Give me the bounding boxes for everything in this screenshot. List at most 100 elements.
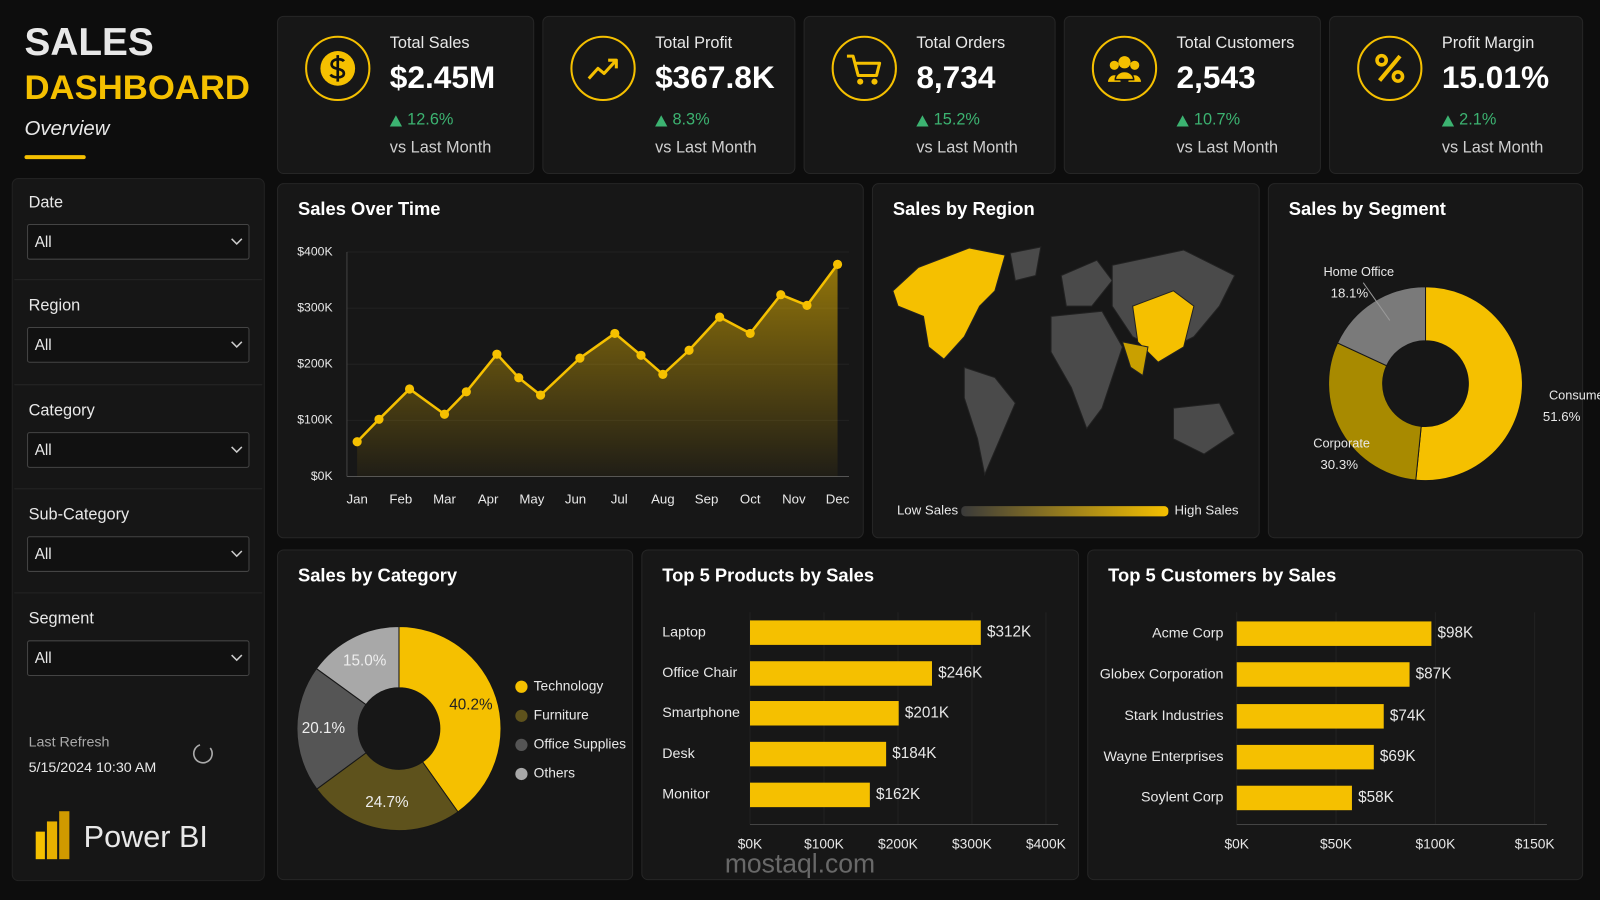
map-region	[1009, 246, 1042, 282]
chevron	[231, 654, 243, 662]
kpi-value: 15.01%	[1442, 59, 1549, 95]
x-tick-label: $150K	[1515, 837, 1556, 852]
x-tick-label: $400K	[1026, 837, 1067, 852]
legend-label: Others	[534, 766, 575, 781]
slice-label: 51.6%	[1543, 409, 1581, 424]
slice-name: Corporate	[1313, 435, 1370, 450]
x-tick-label: Feb	[389, 492, 412, 507]
filter-label: Date	[29, 193, 63, 211]
x-tick-label: Apr	[478, 492, 499, 507]
refresh-value: 5/15/2024 10:30 AM	[29, 760, 157, 776]
up-arrow	[1441, 115, 1455, 127]
kpi-note: vs Last Month	[1177, 138, 1279, 156]
chart-title: Sales by Category	[298, 564, 458, 585]
dropdown[interactable]	[27, 536, 250, 572]
y-tick-label: $100K	[297, 413, 333, 427]
icon-ring	[570, 35, 636, 102]
underline	[24, 155, 86, 160]
donut-slice	[398, 626, 502, 813]
up-arrow	[389, 115, 403, 127]
value-label: $246K	[938, 665, 983, 682]
slice-name: Consumer	[1549, 387, 1600, 402]
x-tick-label: Aug	[651, 492, 675, 507]
x-tick-label: Sep	[695, 492, 719, 507]
watermark: mostaql.com	[725, 848, 875, 878]
icon-ring	[305, 35, 371, 102]
value-label: $58K	[1358, 789, 1395, 806]
icon	[1378, 54, 1402, 82]
icon-ring	[1091, 35, 1158, 102]
logo	[59, 811, 70, 860]
kpi-value: 2,543	[1177, 59, 1256, 95]
icon	[846, 54, 882, 78]
icon	[1391, 70, 1405, 83]
kpi-value: $367.8K	[655, 59, 775, 95]
dropdown[interactable]	[27, 223, 250, 260]
donut-slice	[296, 667, 367, 790]
logo	[46, 821, 58, 860]
dropdown-value: All	[35, 650, 52, 667]
icon	[857, 78, 864, 85]
refresh-label: Last Refresh	[29, 735, 110, 751]
bar	[1236, 621, 1432, 646]
category-label: Acme Corp	[1152, 625, 1223, 641]
icon	[587, 58, 618, 80]
dropdown-value: All	[35, 442, 52, 459]
map-region	[1132, 290, 1195, 363]
category-label: Stark Industries	[1124, 708, 1223, 724]
x-tick-label: $0K	[1224, 837, 1249, 852]
y-tick-label: $300K	[297, 300, 333, 314]
icon	[1109, 60, 1119, 70]
slice-name: Home Office	[1323, 264, 1394, 279]
bar	[750, 701, 899, 726]
x-tick-label: $100K	[804, 837, 845, 852]
icon	[1375, 53, 1389, 67]
donut-slice	[1328, 342, 1422, 481]
kpi-note: vs Last Month	[655, 138, 757, 156]
legend-swatch	[515, 738, 528, 752]
chevron	[231, 341, 243, 349]
category-label: Laptop	[662, 624, 706, 640]
y-tick-label: $200K	[297, 357, 333, 371]
panel	[1267, 183, 1584, 539]
dropdown[interactable]	[27, 327, 250, 363]
refresh-icon[interactable]	[192, 744, 213, 764]
point	[776, 290, 786, 300]
kpi-change: 12.6%	[407, 111, 453, 129]
category-label: Wayne Enterprises	[1103, 749, 1223, 765]
title: SALES	[24, 21, 153, 64]
bar	[1236, 704, 1384, 729]
chevron	[231, 446, 243, 454]
dropdown[interactable]	[27, 640, 250, 677]
title: DASHBOARD	[24, 69, 249, 107]
icon	[1375, 53, 1405, 83]
value-label: $87K	[1416, 666, 1453, 683]
legend-label: Office Supplies	[534, 737, 626, 752]
icon	[1130, 60, 1140, 70]
legend-swatch	[515, 680, 528, 693]
chart-title: Top 5 Customers by Sales	[1108, 564, 1336, 585]
icon	[320, 51, 356, 86]
value-label: $184K	[892, 745, 937, 762]
panel	[1063, 15, 1321, 174]
map-region	[1172, 402, 1236, 455]
value-label: $162K	[876, 786, 921, 803]
icon	[871, 78, 878, 85]
filter-label: Region	[29, 296, 81, 314]
legend-swatch	[515, 767, 528, 781]
point	[832, 259, 843, 269]
point	[745, 328, 755, 339]
area	[357, 264, 838, 477]
y-tick-label: $0K	[311, 469, 334, 483]
legend-label: Furniture	[534, 707, 589, 722]
brand: Power BI	[84, 820, 208, 854]
kpi-label: Total Orders	[916, 34, 1005, 52]
leader	[1362, 282, 1391, 321]
category-label: Monitor	[662, 787, 710, 803]
point	[461, 387, 471, 397]
kpi-change: 2.1%	[1459, 111, 1496, 129]
slice-label: 15.0%	[343, 652, 387, 669]
point	[404, 384, 415, 394]
dropdown[interactable]	[27, 432, 250, 468]
